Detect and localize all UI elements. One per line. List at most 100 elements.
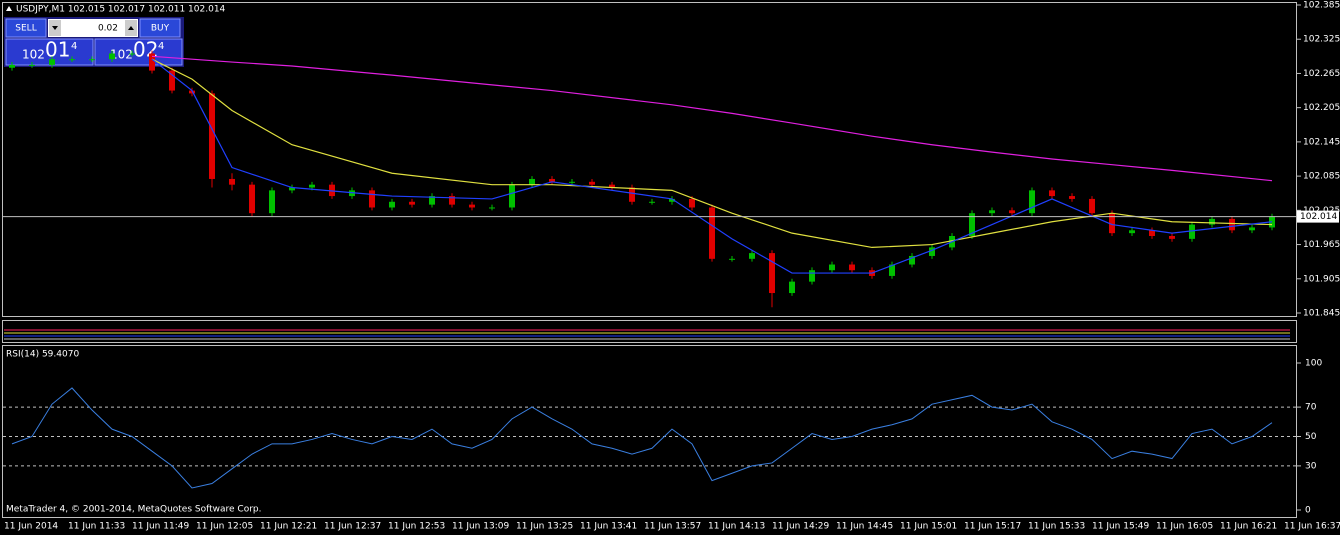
time-label: 11 Jun 15:49	[1092, 522, 1149, 532]
rsi-frame	[2, 345, 1297, 518]
y-tick-label: 0	[1305, 506, 1311, 516]
time-label: 11 Jun 15:01	[900, 522, 957, 532]
moving-average	[151, 58, 1273, 274]
last-price-box	[1297, 210, 1339, 223]
sell-price-frac: 4	[71, 41, 77, 52]
candle-body	[449, 196, 455, 205]
time-label: 11 Jun 13:57	[644, 522, 701, 532]
candle-body	[529, 178, 535, 185]
time-label: 11 Jun 14:29	[772, 522, 829, 532]
candle-body	[929, 247, 935, 256]
mini-indicator	[4, 329, 1290, 340]
y-tick-label: 102.325	[1303, 35, 1340, 45]
y-tick-label: 30	[1305, 461, 1317, 471]
moving-average	[151, 58, 1273, 249]
candle-body	[389, 201, 395, 208]
candle-body	[1049, 190, 1055, 197]
time-label: 11 Jun 13:09	[452, 522, 509, 532]
time-label: 11 Jun 14:13	[708, 522, 765, 532]
candle-body	[29, 64, 35, 66]
candle-body	[149, 53, 155, 71]
candle-body	[909, 255, 915, 265]
candle-body	[189, 90, 195, 94]
time-label: 11 Jun 15:33	[1028, 522, 1085, 532]
candle-body	[129, 53, 135, 55]
time-label: 11 Jun 11:33	[68, 522, 125, 532]
buy-button[interactable]	[139, 18, 181, 38]
y-tick-label: 102.145	[1303, 137, 1340, 147]
candle-body	[1029, 190, 1035, 214]
time-label: 11 Jun 2014	[4, 522, 58, 532]
sell-button[interactable]	[5, 18, 47, 38]
rsi-title: RSI(14) 59.4070	[6, 350, 79, 360]
y-tick-label: 102.205	[1303, 103, 1340, 113]
time-label: 11 Jun 16:37	[1284, 522, 1340, 532]
candle-body	[989, 210, 995, 214]
candle-body	[749, 253, 755, 259]
candle-body	[649, 201, 655, 203]
sell-price-box[interactable]	[5, 38, 94, 66]
candle-body	[229, 178, 235, 185]
candle-body	[889, 264, 895, 276]
y-tick-label: 50	[1305, 432, 1317, 442]
mini-frame	[2, 320, 1297, 343]
time-label: 11 Jun 13:25	[516, 522, 573, 532]
y-tick-label: 101.905	[1303, 274, 1340, 284]
down-arrow	[52, 26, 58, 30]
y-tick-label: 101.965	[1303, 240, 1340, 250]
time-label: 11 Jun 11:49	[132, 522, 189, 532]
candle-body	[1009, 210, 1015, 214]
candle-body	[1089, 198, 1095, 214]
candle-body	[269, 190, 275, 214]
buy-price-box[interactable]	[94, 38, 183, 66]
candle-body	[1209, 218, 1215, 225]
time-label: 11 Jun 12:05	[196, 522, 253, 532]
up-arrow	[128, 26, 134, 30]
candle-body	[1229, 218, 1235, 231]
candle-body	[309, 184, 315, 188]
sell-price-big: 102	[22, 48, 45, 62]
y-tick-label: 102.385	[1303, 1, 1340, 11]
marks: 11 Jun 2014 11 Jun 11:33 11 Jun 11:49 11 Ju…	[3, 1, 1340, 532]
candle-body	[709, 207, 715, 259]
y-tick-label: 102.085	[1303, 172, 1340, 182]
candle-body	[1109, 213, 1115, 234]
candle-body	[849, 264, 855, 271]
lot-field[interactable]	[48, 19, 138, 37]
candle-body	[769, 253, 775, 294]
candle-body	[689, 198, 695, 208]
candle-body	[249, 184, 255, 214]
candle-body	[49, 59, 55, 65]
candle-body	[289, 187, 295, 191]
buy-label: BUY	[151, 24, 170, 34]
candle-body	[169, 70, 175, 91]
time-label: 11 Jun 12:37	[324, 522, 381, 532]
candle-body	[809, 270, 815, 282]
candle-body	[1069, 196, 1075, 199]
collapse-icon[interactable]	[6, 6, 12, 11]
copyright: MetaTrader 4, © 2001-2014, MetaQuotes So…	[6, 505, 262, 515]
candle-body	[829, 264, 835, 271]
candle-body	[669, 198, 675, 202]
one-click-panel: SELL 0.02 BUY 102 01 4 102 02 4	[4, 17, 184, 67]
time-label: 11 Jun 15:17	[964, 522, 1021, 532]
sell-label: SELL	[15, 24, 36, 34]
y-tick-label: 100	[1305, 359, 1322, 369]
candle-body	[549, 178, 555, 182]
candle-body	[409, 201, 415, 205]
price-frame	[2, 2, 1297, 317]
candle-body	[789, 281, 795, 294]
candle-body	[589, 181, 595, 185]
candle-body	[969, 213, 975, 236]
lot-value: 0.02	[98, 24, 118, 34]
last-price-label: 102.014	[1300, 212, 1337, 222]
candle-body	[1169, 236, 1175, 239]
time-label: 11 Jun 12:21	[260, 522, 317, 532]
candle-body	[9, 64, 15, 68]
candle-body	[1189, 224, 1195, 239]
candle-body	[369, 190, 375, 208]
candle-body	[569, 181, 575, 183]
